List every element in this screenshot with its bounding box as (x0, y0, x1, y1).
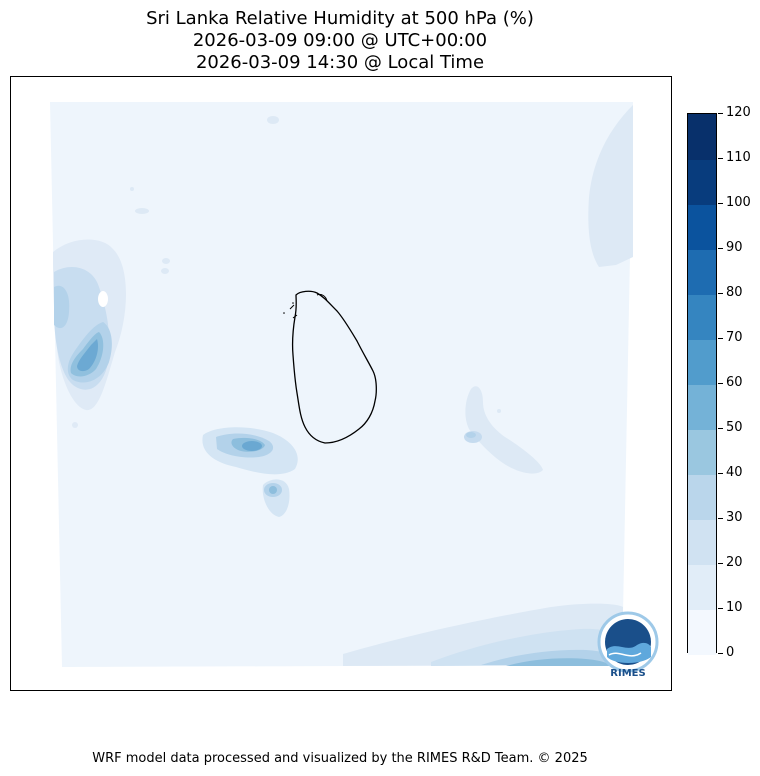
colorbar-segment (688, 339, 716, 385)
colorbar-segment (688, 159, 716, 205)
colorbar-tick (718, 112, 723, 114)
map-frame: RIMES (10, 76, 672, 691)
colorbar-segment (688, 384, 716, 430)
humidity-contour (135, 208, 149, 214)
footer-credit: WRF model data processed and visualized … (92, 751, 588, 766)
humidity-contour (267, 116, 279, 124)
colorbar-tick-label: 110 (726, 150, 751, 165)
colorbar-tick (718, 472, 723, 474)
colorbar-tick-label: 40 (726, 465, 743, 480)
colorbar-tick (718, 247, 723, 249)
sri-lanka-coastline (291, 290, 377, 444)
colorbar-tick (718, 607, 723, 609)
coastline-detail (289, 293, 328, 319)
humidity-contour (72, 422, 78, 428)
humidity-contour (588, 105, 633, 267)
colorbar-tick (718, 517, 723, 519)
colorbar (687, 113, 717, 655)
colorbar-tick (718, 652, 723, 654)
colorbar-tick-label: 90 (726, 240, 743, 255)
logo-wordmark: RIMES (610, 668, 645, 679)
humidity-contour (77, 339, 99, 372)
colorbar-tick-label: 20 (726, 555, 743, 570)
local-time: 2026-03-09 14:30 @ Local Time (195, 52, 485, 73)
colorbar-tick-label: 10 (726, 600, 743, 615)
colorbar-tick (718, 382, 723, 384)
coastline-detail (283, 312, 285, 314)
utc-time: 2026-03-09 09:00 @ UTC+00:00 (192, 30, 488, 51)
colorbar-tick-label: 30 (726, 510, 743, 525)
colorbar-segment (688, 564, 716, 610)
humidity-contour (242, 441, 262, 451)
colorbar-tick (718, 337, 723, 339)
colorbar-segment (688, 474, 716, 520)
colorbar-tick-label: 70 (726, 330, 743, 345)
colorbar-segment (688, 294, 716, 340)
humidity-contour (98, 291, 108, 307)
humidity-contour (497, 409, 501, 413)
humidity-contour (161, 268, 169, 274)
colorbar-segment (688, 519, 716, 565)
humidity-contour (465, 386, 543, 474)
colorbar-tick-label: 80 (726, 285, 743, 300)
colorbar-tick (718, 292, 723, 294)
colorbar-segment (688, 204, 716, 250)
colorbar-segment (688, 429, 716, 475)
colorbar-segment (688, 609, 716, 655)
colorbar-tick-label: 120 (726, 105, 751, 120)
map-title: Sri Lanka Relative Humidity at 500 hPa (… (146, 8, 534, 29)
humidity-contour (162, 258, 170, 264)
colorbar-tick (718, 157, 723, 159)
colorbar-tick-label: 50 (726, 420, 743, 435)
colorbar-tick (718, 202, 723, 204)
logo-wave-icon (608, 652, 642, 657)
colorbar-tick-label: 100 (726, 195, 751, 210)
humidity-contour (130, 187, 134, 191)
model-domain (50, 102, 633, 667)
humidity-contour (54, 285, 70, 329)
colorbar-segment (688, 114, 716, 160)
humidity-map: RIMES (50, 102, 659, 679)
rimes-logo: RIMES (597, 611, 659, 679)
colorbar-tick-label: 0 (726, 645, 735, 660)
coastline-detail (292, 302, 294, 304)
colorbar-tick-label: 60 (726, 375, 743, 390)
humidity-contour (506, 658, 611, 666)
colorbar-tick (718, 427, 723, 429)
colorbar-segment (688, 249, 716, 295)
colorbar-tick (718, 562, 723, 564)
humidity-contour (466, 432, 476, 438)
humidity-contour (269, 486, 277, 494)
logo-wave-icon (607, 642, 651, 663)
